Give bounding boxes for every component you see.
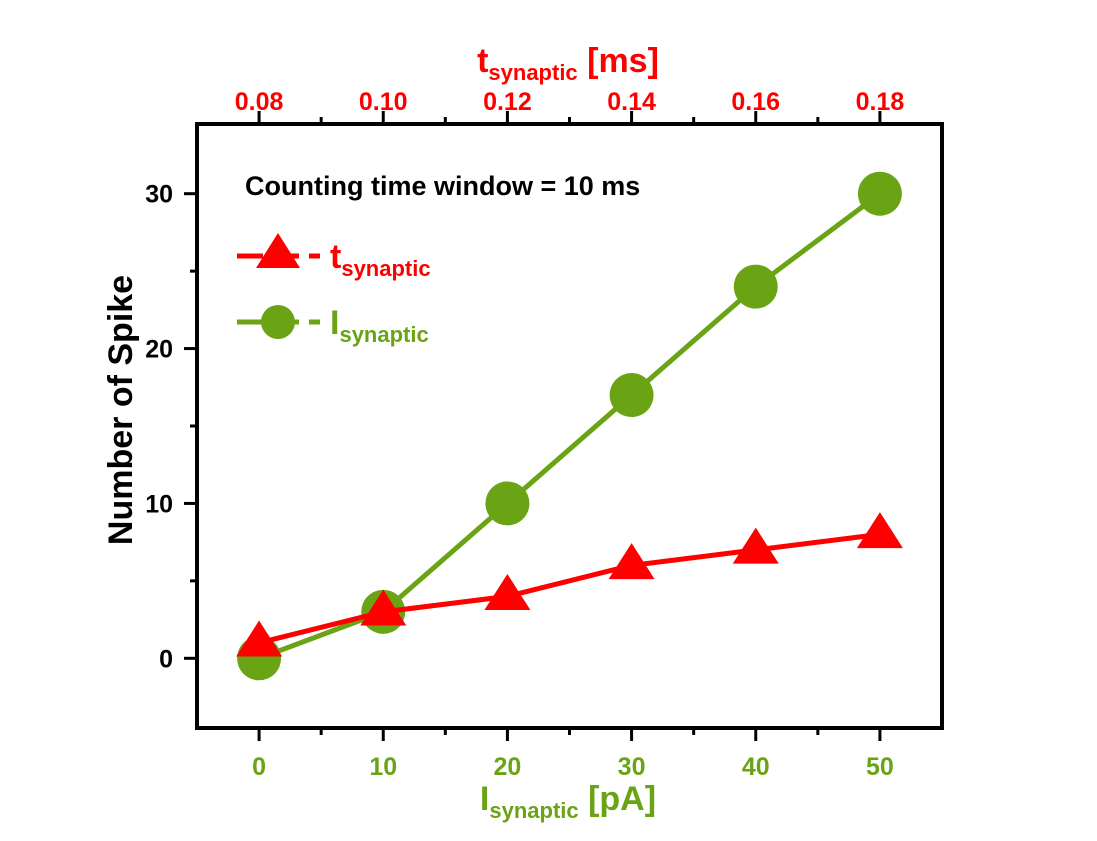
bottom-tick-label-1: 10 [369,753,397,781]
bottom-tick-label-0: 0 [252,753,266,781]
top-tick-label-0: 0.08 [235,88,284,116]
bottom-axis-title-sub: synaptic [489,798,578,823]
circle-point-3 [609,373,654,418]
top-axis-ticks: 0.08 0.10 0.12 0.14 0.16 0.18 [235,88,905,124]
bottom-tick-label-3: 30 [618,753,646,781]
legend-t-main: t [330,238,341,276]
top-axis-title-sub: synaptic [488,60,577,85]
bottom-axis-title: Isynaptic [pA] [480,780,656,823]
triangle-point-0 [236,620,283,657]
top-tick-label-5: 0.18 [856,88,905,116]
plot-frame [195,122,944,730]
legend-i-main: I [330,304,339,342]
top-tick-label-2: 0.12 [483,88,532,116]
legend: tsynaptic Isynaptic [237,233,431,347]
triangle-point-5 [856,512,903,549]
y-tick-label-2: 20 [145,336,173,364]
bottom-axis-title-main: I [480,780,489,818]
triangle-point-3 [608,543,655,580]
legend-t-marker [256,233,300,268]
top-tick-label-4: 0.16 [731,88,780,116]
y-axis-ticks: 0 10 20 30 [145,181,197,673]
y-axis-title: Number of Spike [102,275,140,545]
bottom-tick-label-2: 20 [494,753,522,781]
series-line-1 [258,191,882,661]
triangle-point-4 [732,527,779,564]
circle-point-2 [485,481,530,526]
circle-point-4 [733,264,778,309]
legend-i-label: Isynaptic [330,304,429,347]
bottom-tick-label-5: 50 [866,753,894,781]
legend-i-sub: synaptic [339,322,428,347]
bottom-tick-label-4: 40 [742,753,770,781]
circle-point-5 [857,171,902,216]
legend-i-marker [261,305,295,339]
legend-t-label: tsynaptic [330,238,431,281]
triangle-point-2 [484,574,531,611]
series-line-0 [258,531,881,646]
top-axis-title-main: t [477,42,488,80]
bottom-axis-ticks: 0 10 20 30 40 50 [252,728,894,781]
top-tick-label-1: 0.10 [359,88,408,116]
y-tick-label-3: 30 [145,181,173,209]
top-axis-title-unit: [ms] [578,42,659,80]
series-layer [236,171,903,681]
legend-t-sub: synaptic [341,256,430,281]
y-tick-label-1: 10 [145,490,173,518]
annotation-text: Counting time window = 10 ms [245,171,640,201]
series-t-synaptic [236,512,903,657]
triangle-point-1 [360,589,407,626]
top-axis-title: tsynaptic [ms] [477,42,659,85]
y-tick-label-0: 0 [159,645,173,673]
bottom-axis-title-unit: [pA] [579,780,656,818]
top-tick-label-3: 0.14 [607,88,656,116]
